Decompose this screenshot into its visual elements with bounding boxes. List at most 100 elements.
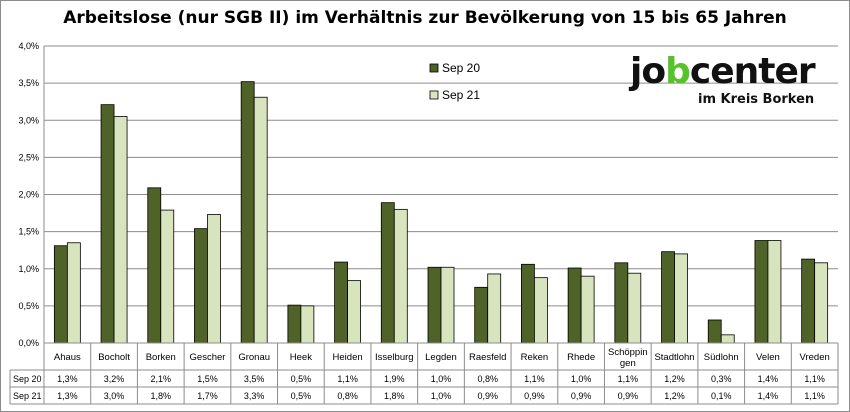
bar <box>720 334 735 344</box>
legend-swatch <box>429 90 439 100</box>
x-category-label: Bocholt <box>98 352 130 363</box>
x-category-label: Ahaus <box>54 352 81 363</box>
table-cell-value: 0,1% <box>711 391 732 401</box>
table-cell-value: 0,5% <box>291 391 312 401</box>
table-cell-value: 1,4% <box>758 391 779 401</box>
bar <box>487 273 502 344</box>
table-cell-value: 1,9% <box>384 374 405 384</box>
x-category-label: Raesfeld <box>469 352 507 363</box>
x-category-label: Stadtlohn <box>654 352 694 363</box>
bar <box>66 242 81 344</box>
y-tick-label: 4,0% <box>18 41 39 51</box>
x-category-label: Gescher <box>190 352 226 363</box>
table-cell-value: 1,8% <box>151 391 172 401</box>
x-category-label: Heiden <box>333 352 363 363</box>
y-tick-label: 3,0% <box>18 115 39 125</box>
table-cell-value: 1,3% <box>57 374 78 384</box>
logo-wordmark: jobcenter <box>630 51 816 92</box>
table-cell-value: 1,7% <box>197 391 218 401</box>
bar <box>207 214 221 344</box>
x-category-label: Isselburg <box>375 352 414 363</box>
x-category-label: Borken <box>146 352 176 363</box>
x-category-label: Reken <box>521 352 548 363</box>
bar <box>287 304 302 344</box>
x-category-label: Rhede <box>567 352 595 363</box>
y-tick-label: 2,0% <box>18 190 39 200</box>
bar <box>707 319 722 344</box>
table-cell-value: 3,2% <box>104 374 125 384</box>
bar <box>427 266 442 344</box>
table-cell-value: 3,5% <box>244 374 265 384</box>
bar <box>194 228 208 344</box>
table-cell-value: 3,3% <box>244 391 265 401</box>
table-cell-value: 1,2% <box>664 374 685 384</box>
legend-label: Sep 20 <box>442 61 480 75</box>
table-cell-value: 1,1% <box>618 374 639 384</box>
bar <box>567 267 582 344</box>
bar <box>240 81 255 344</box>
jobcenter-logo: jobcenter im Kreis Borken <box>630 52 830 110</box>
x-category-label: gen <box>620 358 636 369</box>
table-cell-value: 1,5% <box>197 374 218 384</box>
table-cell-value: 1,4% <box>758 374 779 384</box>
bar <box>393 208 408 344</box>
y-tick-label: 1,5% <box>18 227 39 237</box>
table-cell-value: 0,8% <box>337 391 358 401</box>
table-cell-value: 1,1% <box>804 391 825 401</box>
bar <box>440 266 455 344</box>
table-cell-value: 3,0% <box>104 391 125 401</box>
bar <box>53 245 68 344</box>
bar <box>347 280 361 344</box>
bar <box>521 263 535 344</box>
bar <box>580 275 595 344</box>
bar <box>801 258 816 344</box>
legend-swatch <box>429 63 439 73</box>
legend-label: Sep 21 <box>442 88 480 102</box>
table-cell-value: 1,2% <box>664 391 685 401</box>
table-cell-value: 0,9% <box>477 391 498 401</box>
x-category-label: Gronau <box>238 352 270 363</box>
x-category-label: Legden <box>425 352 457 363</box>
y-tick-label: 3,5% <box>18 78 39 88</box>
x-category-label: Schöppin <box>608 347 648 358</box>
table-series-name: Sep 21 <box>13 391 42 401</box>
table-cell-value: 1,0% <box>431 374 452 384</box>
bar <box>253 96 268 344</box>
logo-prefix: jo <box>630 51 666 92</box>
table-series-name: Sep 20 <box>13 374 42 384</box>
y-tick-label: 0,0% <box>18 338 39 348</box>
table-cell-value: 1,1% <box>337 374 358 384</box>
logo-subtitle: im Kreis Borken <box>698 92 815 107</box>
table-cell-value: 0,9% <box>524 391 545 401</box>
chart-title: Arbeitslose (nur SGB II) im Verhältnis z… <box>63 8 787 28</box>
bar <box>534 277 548 344</box>
bar <box>674 253 688 344</box>
logo-accent: b <box>665 51 691 92</box>
table-cell-value: 1,1% <box>524 374 545 384</box>
table-cell-value: 1,0% <box>571 374 592 384</box>
bar <box>767 240 782 344</box>
bar <box>160 209 175 344</box>
bar <box>334 261 348 344</box>
bar <box>627 272 642 344</box>
bar <box>147 187 162 344</box>
table-cell-value: 0,3% <box>711 374 732 384</box>
logo-suffix: center <box>689 51 816 92</box>
y-tick-label: 2,5% <box>18 152 39 162</box>
table-cell-value: 2,1% <box>151 374 172 384</box>
bar <box>814 262 829 344</box>
x-category-label: Südlohn <box>704 352 739 363</box>
bar <box>754 240 769 344</box>
table-cell-value: 0,5% <box>291 374 312 384</box>
bar <box>661 251 675 344</box>
y-tick-label: 1,0% <box>18 264 39 274</box>
table-cell-value: 1,0% <box>431 391 452 401</box>
bar <box>614 262 629 344</box>
x-category-label: Velen <box>756 352 780 363</box>
bar <box>300 305 315 344</box>
bar <box>380 202 395 344</box>
bar <box>113 116 128 344</box>
table-cell-value: 0,8% <box>477 374 498 384</box>
table-cell-value: 1,8% <box>384 391 405 401</box>
